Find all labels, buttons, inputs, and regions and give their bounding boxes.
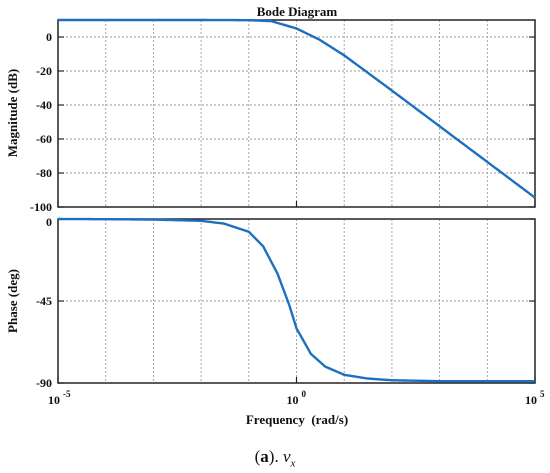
caption-letter: a bbox=[260, 447, 269, 466]
x-tick-label: 10 0 bbox=[287, 389, 307, 407]
ph-y-tick-label: -90 bbox=[36, 376, 52, 390]
ph-series-line bbox=[57, 217, 535, 383]
phase-panel: 0 -45 -90 Phase (deg) bbox=[5, 215, 536, 390]
phase-series bbox=[57, 217, 535, 383]
ph-y-tick-label: 0 bbox=[46, 215, 52, 229]
mag-y-tick-label: -20 bbox=[36, 64, 52, 78]
x-tick-label: 10 5 bbox=[525, 389, 545, 407]
caption-open-paren: ( bbox=[254, 447, 261, 466]
x-tick-exponent: 5 bbox=[540, 389, 545, 399]
caption-subscript: x bbox=[290, 457, 296, 470]
bode-diagram: Bode Diagram 0 -20 -40 -60 -80 -100 Magnitude… bbox=[5, 4, 545, 427]
phase-grid bbox=[58, 219, 535, 383]
ph-y-tick-label: -45 bbox=[36, 294, 52, 308]
figure-caption: (a). vx bbox=[0, 447, 550, 469]
mag-y-tick-label: -60 bbox=[36, 132, 52, 146]
magnitude-panel: 0 -20 -40 -60 -80 -100 Magnitude (dB) bbox=[5, 18, 536, 214]
x-tick-base: 10 bbox=[287, 393, 299, 407]
mag-y-tick-label: -100 bbox=[30, 200, 52, 214]
magnitude-y-label: Magnitude (dB) bbox=[5, 69, 20, 157]
magnitude-series bbox=[57, 18, 536, 199]
phase-y-label: Phase (deg) bbox=[5, 269, 20, 333]
x-tick-exponent: -5 bbox=[63, 389, 71, 399]
caption-close-paren: ). bbox=[268, 447, 279, 466]
x-axis-label: Frequency (rad/s) bbox=[246, 412, 348, 427]
mag-y-tick-label: -40 bbox=[36, 98, 52, 112]
mag-y-tick-label: -80 bbox=[36, 166, 52, 180]
magnitude-grid bbox=[58, 20, 535, 207]
caption-variable: v bbox=[282, 447, 291, 466]
magnitude-y-ticks: 0 -20 -40 -60 -80 -100 bbox=[30, 30, 536, 214]
phase-y-ticks: 0 -45 -90 bbox=[36, 215, 536, 390]
mag-y-tick-label: 0 bbox=[46, 30, 52, 44]
chart-title: Bode Diagram bbox=[257, 4, 338, 19]
mag-series-line bbox=[57, 18, 536, 199]
x-tick-base: 10 bbox=[48, 393, 60, 407]
x-tick-exponent: 0 bbox=[302, 389, 307, 399]
x-tick-label: 10 -5 bbox=[48, 389, 71, 407]
x-tick-base: 10 bbox=[525, 393, 537, 407]
x-tick-labels: 10 -5 10 0 10 5 bbox=[48, 389, 545, 407]
